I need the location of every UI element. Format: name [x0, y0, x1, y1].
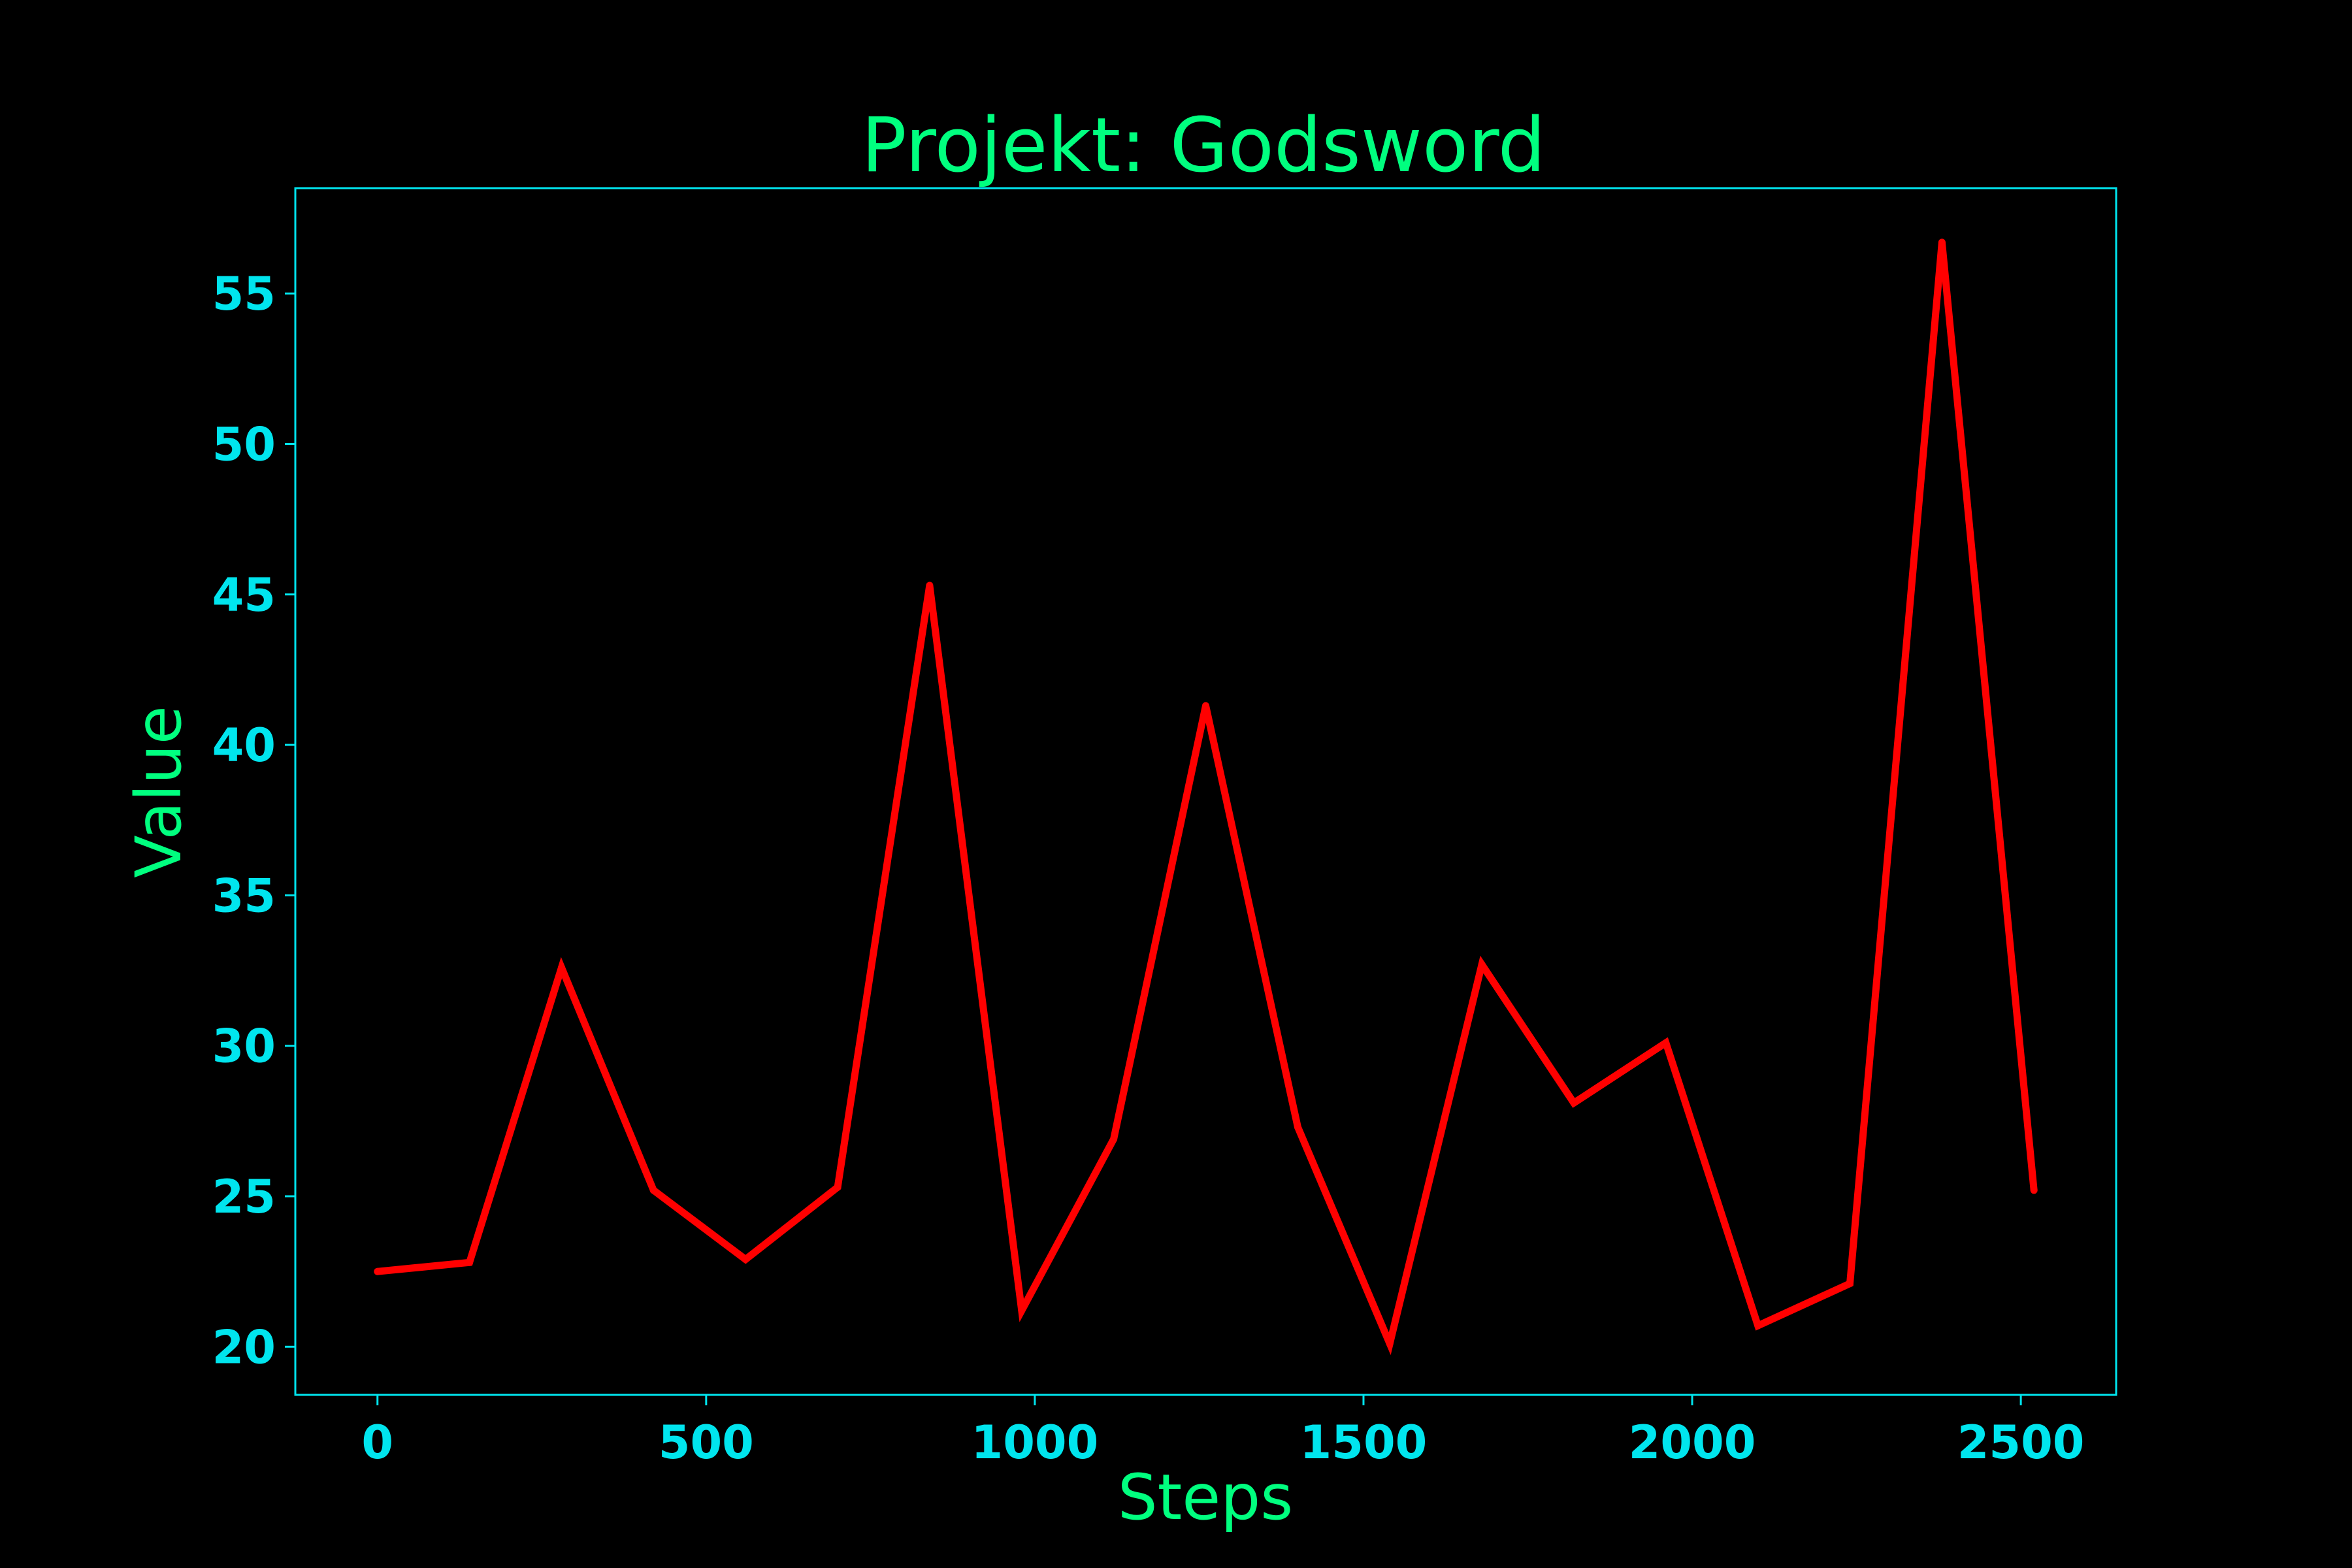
data-point [1846, 1280, 1854, 1288]
y-tick-label: 25 [212, 1170, 276, 1224]
data-point [1018, 1307, 1026, 1315]
data-point [1110, 1135, 1118, 1143]
data-point [1754, 1322, 1762, 1330]
x-axis-ticks: 0 500 1000 1500 2000 2500 [361, 1395, 2085, 1469]
y-tick-label: 20 [212, 1320, 276, 1374]
x-tick-label: 1500 [1300, 1416, 1428, 1469]
data-point [1662, 1039, 1670, 1047]
y-axis-ticks: 20 25 30 35 40 45 50 55 [212, 267, 295, 1374]
data-point [466, 1258, 474, 1266]
y-tick-label: 35 [212, 869, 276, 923]
y-tick-label: 30 [212, 1020, 276, 1073]
y-axis-label: Value [122, 706, 195, 878]
plot-frame [294, 187, 2117, 1396]
data-points [374, 238, 2038, 1348]
data-point [2030, 1186, 2038, 1194]
x-tick-label: 2000 [1629, 1416, 1756, 1469]
x-tick-label: 0 [361, 1416, 393, 1469]
data-point [374, 1267, 382, 1275]
data-point [834, 1183, 841, 1191]
data-point [1202, 702, 1209, 710]
y-tick-label: 40 [212, 719, 276, 772]
x-tick-label: 500 [659, 1416, 754, 1469]
data-point [558, 964, 565, 972]
data-point [649, 1186, 657, 1194]
x-axis-label: Steps [1118, 1461, 1294, 1534]
data-point [1478, 960, 1486, 968]
x-tick-label: 1000 [971, 1416, 1098, 1469]
data-point [1938, 238, 1946, 246]
data-point [1386, 1340, 1394, 1348]
y-tick-label: 45 [212, 568, 276, 622]
chart-title: Projekt: Godsword [861, 102, 1545, 189]
y-tick-label: 50 [212, 418, 276, 472]
data-point [926, 581, 934, 589]
data-point [742, 1256, 749, 1264]
data-point [1294, 1123, 1301, 1131]
x-tick-label: 2500 [1957, 1416, 2085, 1469]
data-point [1570, 1099, 1578, 1107]
y-tick-label: 55 [212, 267, 276, 321]
